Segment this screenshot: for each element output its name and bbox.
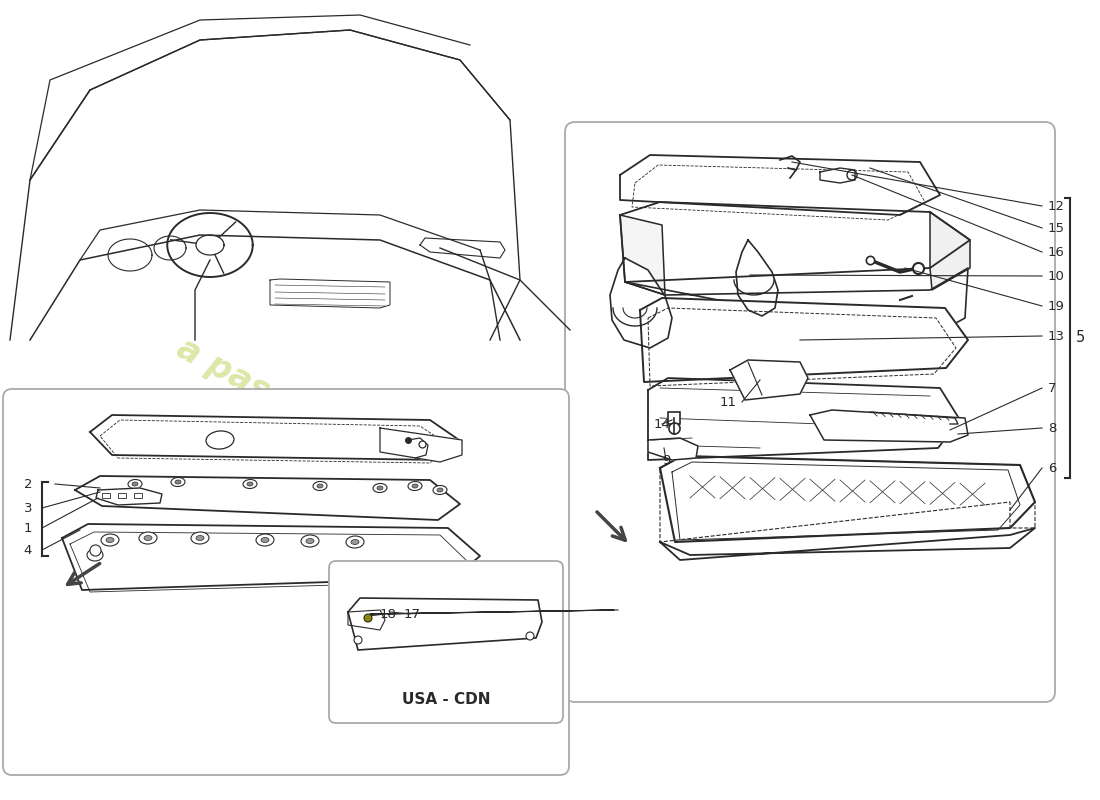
Ellipse shape — [101, 534, 119, 546]
Text: USA - CDN: USA - CDN — [402, 693, 491, 707]
Text: 13: 13 — [1048, 330, 1065, 342]
Polygon shape — [420, 238, 505, 258]
Polygon shape — [820, 168, 855, 183]
Polygon shape — [660, 456, 1035, 542]
Polygon shape — [610, 258, 672, 348]
Text: 19: 19 — [1048, 299, 1065, 313]
Text: 11: 11 — [719, 395, 737, 409]
Circle shape — [364, 614, 372, 622]
Ellipse shape — [351, 539, 359, 545]
Text: 2: 2 — [24, 478, 32, 490]
Polygon shape — [632, 165, 925, 220]
Polygon shape — [648, 378, 960, 460]
Polygon shape — [70, 532, 468, 592]
Bar — [118, 493, 127, 498]
Ellipse shape — [261, 538, 270, 542]
Polygon shape — [648, 438, 698, 460]
Text: 4: 4 — [24, 543, 32, 557]
Ellipse shape — [248, 482, 253, 486]
Polygon shape — [640, 298, 968, 382]
Ellipse shape — [346, 536, 364, 548]
FancyBboxPatch shape — [565, 122, 1055, 702]
FancyBboxPatch shape — [329, 561, 563, 723]
Polygon shape — [672, 462, 1020, 540]
Polygon shape — [736, 240, 778, 316]
Polygon shape — [90, 415, 462, 460]
Ellipse shape — [87, 549, 103, 561]
Ellipse shape — [132, 482, 138, 486]
Ellipse shape — [306, 538, 313, 543]
Polygon shape — [648, 308, 956, 386]
Text: 10: 10 — [1048, 270, 1065, 282]
Ellipse shape — [412, 484, 418, 488]
Bar — [134, 493, 142, 498]
Polygon shape — [379, 428, 462, 462]
Text: a passion for parts since 1985: a passion for parts since 1985 — [172, 332, 689, 628]
Text: 6: 6 — [1048, 462, 1056, 474]
Ellipse shape — [437, 488, 443, 492]
Polygon shape — [96, 488, 162, 505]
Polygon shape — [270, 279, 390, 308]
Ellipse shape — [243, 479, 257, 489]
Text: 5: 5 — [1076, 330, 1086, 346]
Text: 15: 15 — [1048, 222, 1065, 234]
Polygon shape — [75, 476, 460, 520]
Ellipse shape — [139, 532, 157, 544]
Text: 8: 8 — [1048, 422, 1056, 434]
Polygon shape — [660, 528, 1035, 560]
Circle shape — [526, 632, 534, 640]
Text: 18: 18 — [379, 607, 396, 621]
Polygon shape — [100, 420, 450, 463]
Text: 12: 12 — [1048, 199, 1065, 213]
Ellipse shape — [433, 486, 447, 494]
Text: 17: 17 — [404, 607, 420, 621]
Polygon shape — [620, 202, 970, 282]
Ellipse shape — [128, 479, 142, 489]
Ellipse shape — [256, 534, 274, 546]
Polygon shape — [730, 360, 808, 400]
Ellipse shape — [317, 484, 323, 488]
Ellipse shape — [314, 482, 327, 490]
FancyBboxPatch shape — [3, 389, 569, 775]
Polygon shape — [930, 212, 970, 290]
Text: 7: 7 — [1048, 382, 1056, 394]
Ellipse shape — [196, 535, 204, 541]
Ellipse shape — [373, 483, 387, 493]
Polygon shape — [810, 410, 968, 442]
Polygon shape — [620, 215, 666, 295]
Polygon shape — [62, 524, 480, 590]
Text: 3: 3 — [24, 502, 32, 514]
Ellipse shape — [170, 478, 185, 486]
Text: 14: 14 — [653, 418, 670, 430]
Polygon shape — [620, 155, 940, 215]
Bar — [102, 493, 110, 498]
Ellipse shape — [191, 532, 209, 544]
Text: 9: 9 — [662, 454, 670, 466]
Text: 16: 16 — [1048, 246, 1065, 258]
Ellipse shape — [144, 535, 152, 541]
Polygon shape — [348, 598, 542, 650]
Polygon shape — [348, 610, 385, 630]
Ellipse shape — [377, 486, 383, 490]
Ellipse shape — [408, 482, 422, 490]
Circle shape — [354, 636, 362, 644]
Ellipse shape — [175, 480, 182, 484]
Polygon shape — [625, 268, 968, 340]
Ellipse shape — [206, 431, 234, 449]
Ellipse shape — [106, 538, 114, 542]
Text: 1: 1 — [24, 522, 32, 534]
Polygon shape — [660, 456, 1035, 542]
Ellipse shape — [301, 535, 319, 547]
